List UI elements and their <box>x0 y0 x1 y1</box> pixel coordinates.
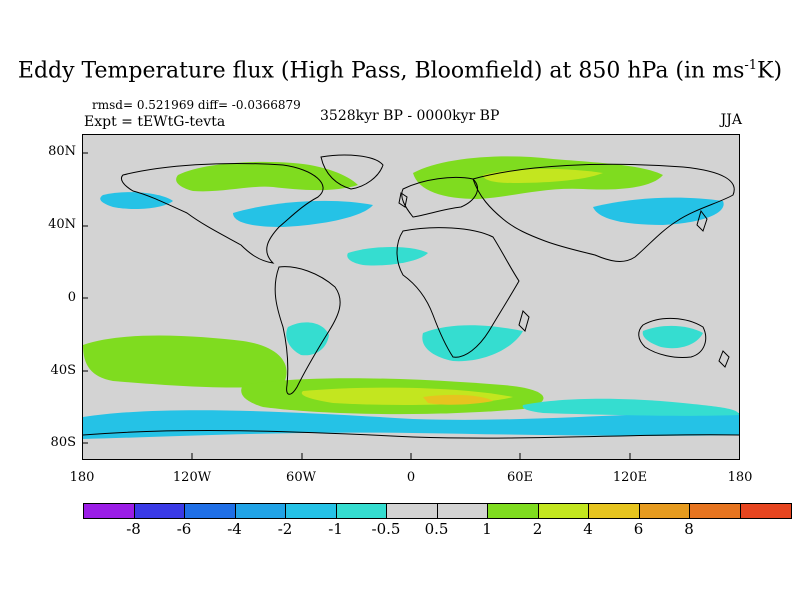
negative-flux-australia <box>642 325 703 349</box>
negative-flux-antarctic-ring <box>83 410 739 439</box>
positive-flux-core-eurasia <box>483 168 603 183</box>
colorbar-label-0: -8 <box>126 520 141 538</box>
stats-line: rmsd= 0.521969 diff= -0.0366879 <box>92 98 301 112</box>
map-panel <box>82 134 740 460</box>
map-canvas <box>83 135 739 459</box>
colorbar-swatch-0 <box>84 504 135 518</box>
negative-flux-north-asia <box>593 197 724 225</box>
negative-flux-north-pacific <box>100 192 173 209</box>
colorbar-swatch-8 <box>488 504 539 518</box>
coastlines <box>83 154 739 439</box>
season-label: JJA <box>720 112 742 128</box>
colorbar-label-10: 6 <box>633 520 644 538</box>
colorbar-swatch-4 <box>286 504 337 518</box>
colorbar-swatch-7 <box>437 504 488 518</box>
colorbar-swatch-2 <box>185 504 236 518</box>
colorbar-swatch-3 <box>235 504 286 518</box>
colorbar-swatch-9 <box>538 504 589 518</box>
colorbar-swatch-10 <box>589 504 640 518</box>
colorbar-label-6: 0.5 <box>424 520 449 538</box>
colorbar-label-4: -1 <box>328 520 343 538</box>
lon-label-120w: 120W <box>172 470 212 485</box>
coastline-africa <box>396 227 520 358</box>
lat-label-0: 0 <box>67 290 76 305</box>
colorbar-swatch-11 <box>639 504 690 518</box>
colorbar <box>83 503 792 519</box>
colorbar-swatch-6 <box>387 504 438 518</box>
negative-flux-south-america <box>286 322 329 356</box>
coastline-north-america <box>120 162 324 264</box>
positive-flux-south-pacific <box>83 335 287 388</box>
lon-label-60e: 60E <box>506 470 534 485</box>
colorbar-swatch-5 <box>336 504 387 518</box>
title-superscript: -1 <box>744 58 758 73</box>
lon-label-120e: 120E <box>612 470 648 485</box>
colorbar-swatch-1 <box>134 504 185 518</box>
coastline-greenland <box>320 154 384 190</box>
positive-flux-max-southern-ocean <box>423 394 493 405</box>
lon-label-0: 0 <box>406 470 416 485</box>
coastline-japan <box>696 209 708 232</box>
positive-flux-band-north-america <box>176 161 358 192</box>
colorbar-label-8: 2 <box>532 520 543 538</box>
colorbar-label-1: -6 <box>176 520 192 538</box>
coastline-europe <box>401 176 478 218</box>
colorbar-label-7: 1 <box>482 520 492 538</box>
lat-label-40n: 40N <box>48 217 76 232</box>
lon-label-180e: 180 <box>727 470 753 485</box>
coastline-antarctica <box>83 430 739 439</box>
experiment-label: Expt = tEWtG-tevta <box>84 114 226 130</box>
negative-flux-atlantic-tropics <box>347 247 428 266</box>
lat-label-80s: 80S <box>50 435 76 450</box>
lat-label-80n: 80N <box>48 144 76 159</box>
colorbar-swatch-13 <box>740 504 791 518</box>
title-text: Eddy Temperature flux (High Pass, Bloomf… <box>17 58 745 84</box>
coastline-uk <box>398 192 408 208</box>
negative-flux-north-atlantic <box>233 200 373 227</box>
lat-label-40s: 40S <box>50 363 76 378</box>
title-tail: K) <box>757 58 783 84</box>
coastline-australia <box>638 317 707 358</box>
colorbar-label-11: 8 <box>684 520 694 538</box>
lon-label-60w: 60W <box>286 470 316 485</box>
coastline-new-zealand <box>718 350 730 368</box>
map-ticks <box>83 152 631 459</box>
colorbar-label-3: -2 <box>277 520 293 538</box>
colorbar-label-2: -4 <box>227 520 242 538</box>
coastline-south-america <box>274 266 341 395</box>
colorbar-swatch-12 <box>690 504 741 518</box>
coastline-madagascar <box>518 310 530 332</box>
colorbar-label-9: 4 <box>583 520 593 538</box>
colorbar-label-5: -0.5 <box>371 520 401 538</box>
negative-flux-south-africa <box>422 325 523 362</box>
lon-label-180w: 180 <box>69 470 95 485</box>
period-label: 3528kyr BP - 0000kyr BP <box>320 108 500 124</box>
negative-flux-indian-ocean <box>522 398 739 416</box>
chart-title: Eddy Temperature flux (High Pass, Bloomf… <box>0 58 800 83</box>
coastline-asia <box>472 163 735 262</box>
